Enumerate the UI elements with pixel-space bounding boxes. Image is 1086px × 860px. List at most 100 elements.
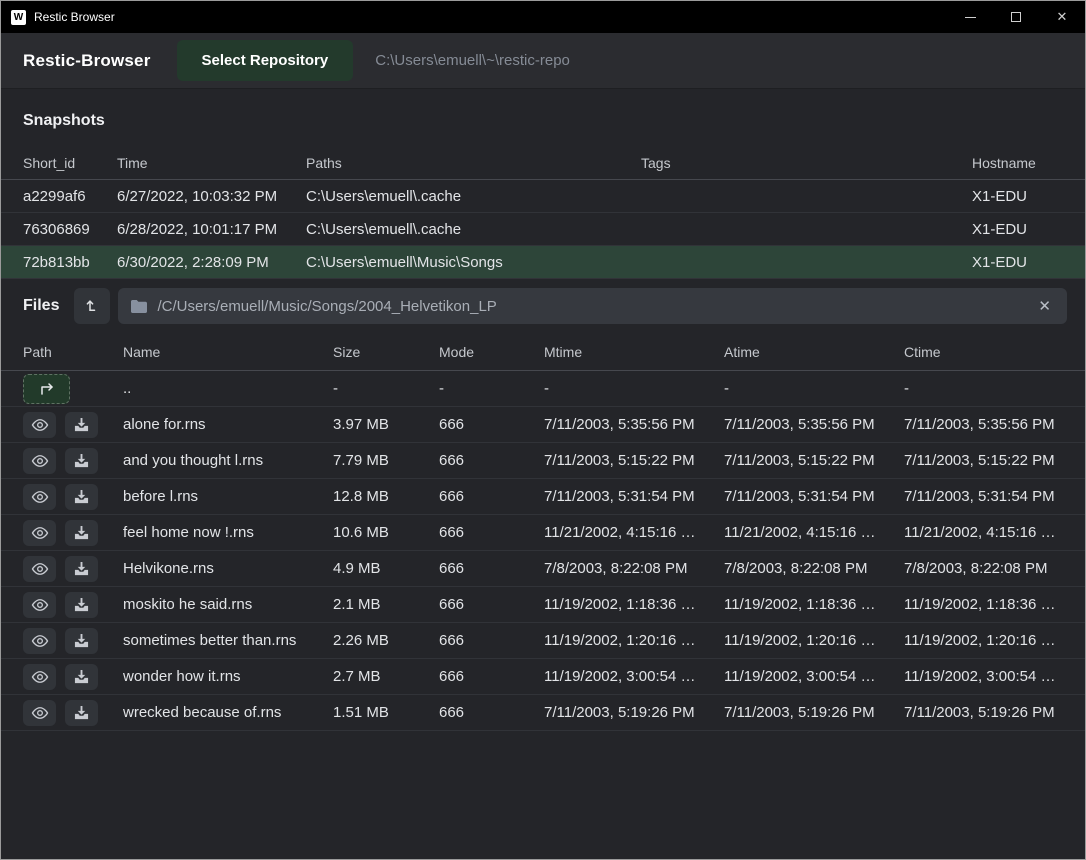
file-row-actions [23, 700, 123, 726]
snapshot-time: 6/28/2022, 10:01:17 PM [117, 221, 306, 238]
view-file-button[interactable] [23, 484, 56, 510]
download-file-icon [74, 633, 89, 648]
snapshot-paths: C:\Users\emuell\.cache [306, 188, 641, 205]
snapshot-paths: C:\Users\emuell\Music\Songs [306, 254, 641, 271]
view-file-button[interactable] [23, 448, 56, 474]
download-file-icon [74, 417, 89, 432]
file-row-actions [23, 412, 123, 438]
view-file-button[interactable] [23, 412, 56, 438]
files-col-name: Name [123, 344, 333, 360]
file-ctime: 7/11/2003, 5:19:26 PM [904, 704, 1063, 721]
file-name: feel home now !.rns [123, 524, 333, 541]
file-row: sometimes better than.rns2.26 MB66611/19… [1, 623, 1085, 659]
file-mode: 666 [439, 596, 544, 613]
file-ctime: 7/8/2003, 8:22:08 PM [904, 560, 1063, 577]
file-row: and you thought l.rns7.79 MB6667/11/2003… [1, 443, 1085, 479]
snapshot-short-id: 72b813bb [23, 254, 117, 271]
view-file-button[interactable] [23, 664, 56, 690]
snapshot-short-id: a2299af6 [23, 188, 117, 205]
snapshot-row[interactable]: 72b813bb6/30/2022, 2:28:09 PMC:\Users\em… [1, 246, 1085, 279]
file-name: Helvikone.rns [123, 560, 333, 577]
minimize-button[interactable] [947, 1, 993, 33]
file-atime: 11/21/2002, 4:15:16 … [724, 524, 904, 541]
files-bar: Files /C/Users/emuell/Music/Songs/2004_H… [1, 279, 1085, 333]
download-file-button[interactable] [65, 592, 98, 618]
file-row: alone for.rns3.97 MB6667/11/2003, 5:35:5… [1, 407, 1085, 443]
download-file-button[interactable] [65, 628, 98, 654]
snapshot-row[interactable]: 763068696/28/2022, 10:01:17 PMC:\Users\e… [1, 213, 1085, 246]
download-file-button[interactable] [65, 556, 98, 582]
snapshot-row[interactable]: a2299af66/27/2022, 10:03:32 PMC:\Users\e… [1, 180, 1085, 213]
view-file-icon [31, 634, 49, 648]
snapshots-table-body: a2299af66/27/2022, 10:03:32 PMC:\Users\e… [1, 180, 1085, 279]
file-mtime: 11/19/2002, 1:20:16 … [544, 632, 724, 649]
file-mtime: 7/11/2003, 5:19:26 PM [544, 704, 724, 721]
view-file-button[interactable] [23, 520, 56, 546]
close-button[interactable]: ✕ [1039, 1, 1085, 33]
view-file-button[interactable] [23, 700, 56, 726]
file-row-actions [23, 628, 123, 654]
view-file-button[interactable] [23, 592, 56, 618]
view-file-icon [31, 526, 49, 540]
download-file-button[interactable] [65, 664, 98, 690]
file-name: alone for.rns [123, 416, 333, 433]
view-file-button[interactable] [23, 628, 56, 654]
file-row-actions [23, 484, 123, 510]
file-size: 12.8 MB [333, 488, 439, 505]
app-header: Restic-Browser Select Repository C:\User… [1, 33, 1085, 89]
snapshot-hostname: X1-EDU [972, 188, 1063, 205]
parent-dir-row: ..----- [1, 371, 1085, 407]
file-atime: 11/19/2002, 1:20:16 … [724, 632, 904, 649]
file-mtime: 11/19/2002, 1:18:36 … [544, 596, 724, 613]
file-atime: 11/19/2002, 3:00:54 … [724, 668, 904, 685]
go-parent-directory-button[interactable] [23, 374, 70, 404]
download-file-button[interactable] [65, 700, 98, 726]
file-row: Helvikone.rns4.9 MB6667/8/2003, 8:22:08 … [1, 551, 1085, 587]
file-ctime: 7/11/2003, 5:35:56 PM [904, 416, 1063, 433]
window-title: Restic Browser [34, 10, 115, 24]
view-file-button[interactable] [23, 556, 56, 582]
file-mtime: 7/8/2003, 8:22:08 PM [544, 560, 724, 577]
file-size: 3.97 MB [333, 416, 439, 433]
folder-icon [131, 300, 147, 313]
file-atime: 7/11/2003, 5:35:56 PM [724, 416, 904, 433]
maximize-icon [1011, 12, 1021, 22]
download-file-button[interactable] [65, 412, 98, 438]
download-file-icon [74, 525, 89, 540]
files-col-path: Path [23, 344, 123, 360]
minimize-icon [965, 17, 976, 18]
files-section-title: Files [23, 297, 59, 315]
file-mode: 666 [439, 488, 544, 505]
file-atime: 7/11/2003, 5:15:22 PM [724, 452, 904, 469]
download-file-button[interactable] [65, 520, 98, 546]
file-mode: 666 [439, 452, 544, 469]
file-row: wonder how it.rns2.7 MB66611/19/2002, 3:… [1, 659, 1085, 695]
file-row: moskito he said.rns2.1 MB66611/19/2002, … [1, 587, 1085, 623]
maximize-button[interactable] [993, 1, 1039, 33]
download-file-button[interactable] [65, 448, 98, 474]
repository-path[interactable]: C:\Users\emuell\~\restic-repo [375, 52, 1063, 69]
snapshot-time: 6/27/2022, 10:03:32 PM [117, 188, 306, 205]
file-size: 4.9 MB [333, 560, 439, 577]
current-path-field[interactable]: /C/Users/emuell/Music/Songs/2004_Helveti… [118, 288, 1067, 324]
file-size: 10.6 MB [333, 524, 439, 541]
up-directory-button[interactable] [74, 288, 110, 324]
titlebar: W Restic Browser ✕ [1, 1, 1085, 33]
select-repository-button[interactable]: Select Repository [177, 40, 354, 81]
files-col-mode: Mode [439, 344, 544, 360]
file-size: 2.26 MB [333, 632, 439, 649]
file-row-actions [23, 520, 123, 546]
file-mode: 666 [439, 560, 544, 577]
file-mode: 666 [439, 632, 544, 649]
file-atime: 7/8/2003, 8:22:08 PM [724, 560, 904, 577]
up-directory-icon [84, 297, 100, 316]
file-row-actions [23, 374, 123, 404]
file-mtime: 11/19/2002, 3:00:54 … [544, 668, 724, 685]
clear-path-button[interactable]: ✕ [1035, 297, 1054, 315]
download-file-button[interactable] [65, 484, 98, 510]
snapshots-col-paths: Paths [306, 155, 641, 171]
files-table-header: Path Name Size Mode Mtime Atime Ctime [1, 333, 1085, 371]
file-name: wrecked because of.rns [123, 704, 333, 721]
file-name: wonder how it.rns [123, 668, 333, 685]
snapshots-col-tags: Tags [641, 155, 972, 171]
